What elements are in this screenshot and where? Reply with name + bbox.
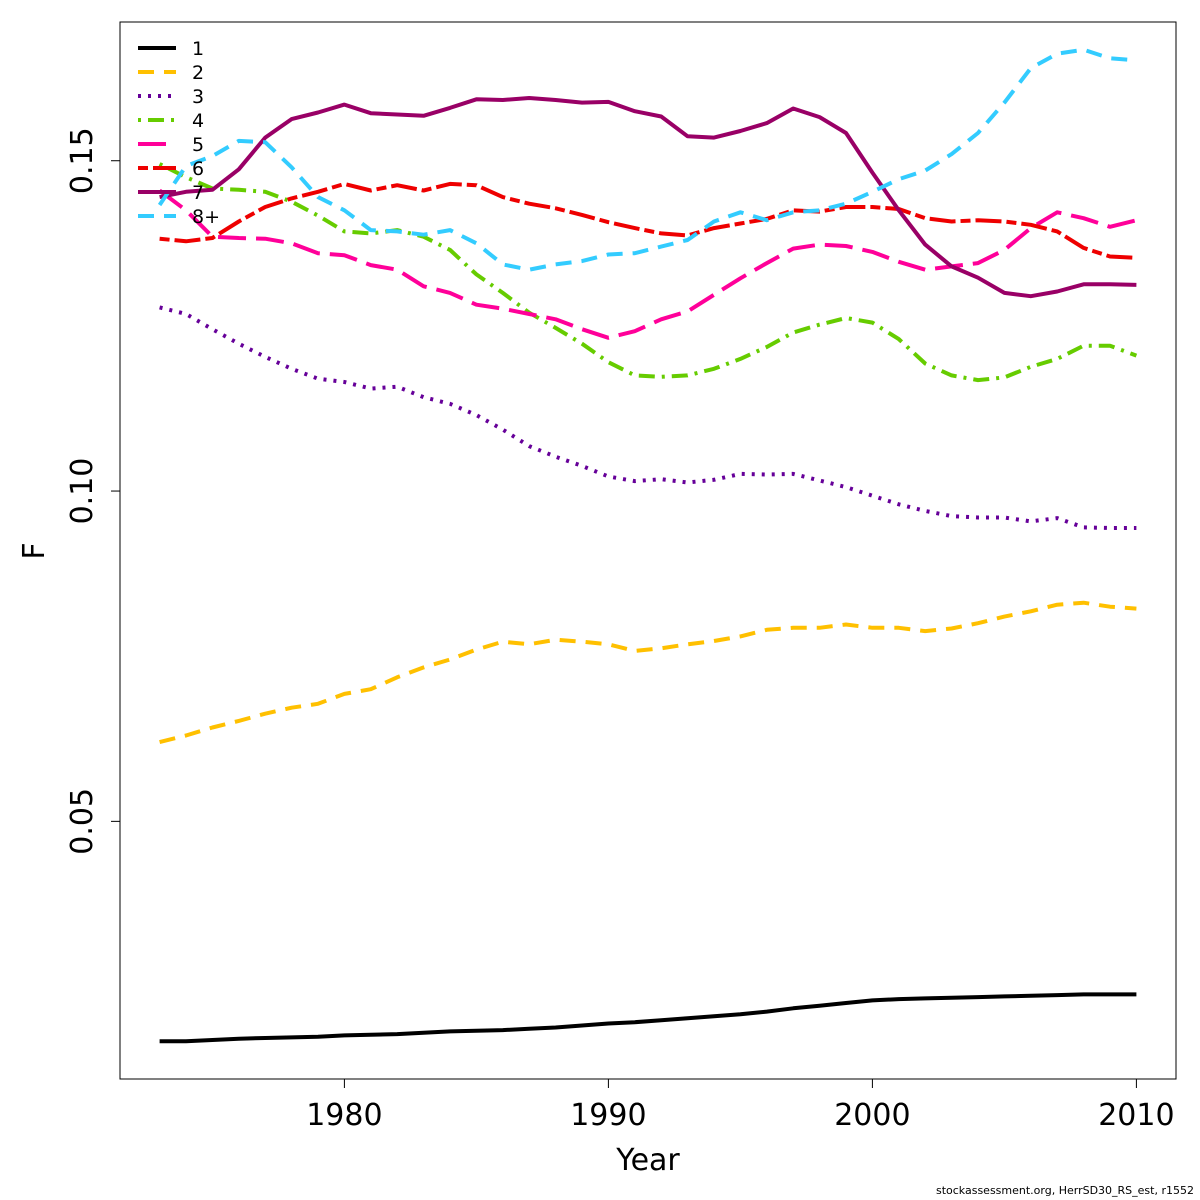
x-tick-label: 1980 xyxy=(306,1098,382,1133)
series-line-6 xyxy=(159,181,1137,260)
series-line-2 xyxy=(159,600,1137,745)
legend-label: 1 xyxy=(192,38,204,60)
y-tick-label: 0.10 xyxy=(65,458,100,525)
series-line-3 xyxy=(159,305,1137,530)
series-line-7 xyxy=(159,96,1137,299)
series-line-5 xyxy=(158,188,1137,340)
series-line-1 xyxy=(159,992,1137,1044)
legend-label: 7 xyxy=(192,182,204,204)
legend-label: 6 xyxy=(192,158,204,180)
legend-label: 5 xyxy=(192,134,204,156)
x-tick-label: 2010 xyxy=(1098,1098,1174,1133)
y-axis-title: F xyxy=(17,542,52,559)
legend-label: 3 xyxy=(192,86,204,108)
series-layer xyxy=(157,47,1138,1044)
source-credit: stockassessment.org, HerrSD30_RS_est, r1… xyxy=(935,1184,1194,1197)
legend-label: 4 xyxy=(192,110,204,132)
legend-label: 8+ xyxy=(192,206,220,228)
x-tick-label: 1990 xyxy=(570,1098,646,1133)
y-tick-label: 0.15 xyxy=(65,127,100,194)
x-tick-label: 2000 xyxy=(834,1098,910,1133)
series-line-8plus xyxy=(157,47,1137,272)
y-tick-label: 0.05 xyxy=(65,788,100,855)
axes-layer: 1980 1990 2000 2010 0.05 0.10 0.15 xyxy=(65,127,1175,1133)
plot-frame xyxy=(119,21,1177,1080)
series-line-4 xyxy=(158,162,1138,383)
x-axis-title: Year xyxy=(615,1143,680,1178)
legend-label: 2 xyxy=(192,62,204,84)
